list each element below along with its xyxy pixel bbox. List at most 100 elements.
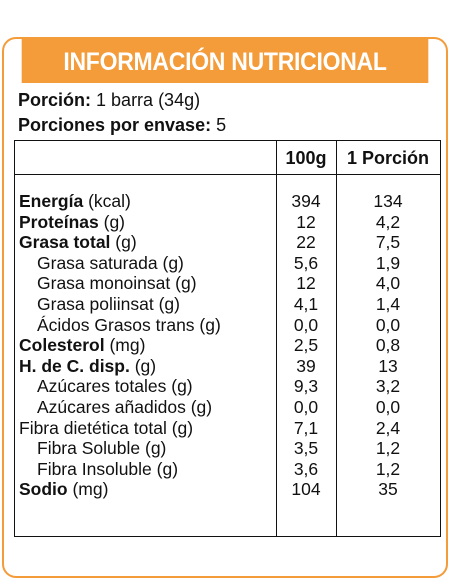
- table-row: Ácidos Grasos trans (g) 0,0 0,0: [15, 315, 440, 336]
- nutrient-label: Grasa saturada: [37, 252, 158, 273]
- servings-per-pack-value: 5: [216, 115, 227, 135]
- value-per-portion: 0,0: [375, 396, 401, 417]
- table-row: Fibra Soluble (g) 3,5 1,2: [15, 438, 440, 459]
- nutrient-name: Energía (kcal): [19, 191, 131, 212]
- table-row: Azúcares añadidos (g) 0,0 0,0: [15, 397, 440, 418]
- nutrient-name: H. de C. disp. (g): [19, 356, 156, 377]
- value-per-portion: 4,0: [375, 273, 401, 294]
- value-per-100g: 9,3: [293, 376, 319, 397]
- nutrient-name: Fibra Insoluble (g): [37, 459, 178, 480]
- nutrient-unit: (g): [157, 252, 184, 273]
- value-per-portion: 35: [378, 479, 398, 500]
- nutrient-unit: (g): [185, 396, 213, 417]
- nutrient-unit: (mg): [67, 479, 109, 500]
- nutrient-name: Sodio (mg): [19, 479, 108, 500]
- table-row: Grasa total (g) 22 7,5: [15, 232, 440, 253]
- nutrient-label: Energía: [19, 191, 84, 211]
- nutrient-unit: (g): [194, 314, 221, 335]
- column-divider: [336, 141, 337, 536]
- nutrient-label: Fibra Soluble: [37, 438, 141, 459]
- value-per-100g: 4,1: [293, 293, 319, 314]
- value-per-portion: 3,2: [375, 376, 401, 397]
- nutrient-unit: (kcal): [83, 191, 131, 211]
- nutrient-name: Grasa total (g): [19, 232, 137, 253]
- table-row: Proteínas (g) 12 4,2: [15, 212, 440, 233]
- nutrient-unit: (g): [140, 438, 167, 459]
- value-per-portion: 4,2: [375, 211, 401, 232]
- serving-size-value: 1 barra (34g): [96, 90, 201, 110]
- column-header-100g: 100g: [285, 148, 327, 168]
- nutrient-name: Grasa poliinsat (g): [37, 294, 180, 315]
- nutrient-unit: (g): [166, 417, 194, 438]
- table-row: Colesterol (mg) 2,5 0,8: [15, 335, 440, 356]
- nutrient-label: Colesterol: [19, 335, 105, 356]
- value-per-100g: 39: [296, 355, 316, 376]
- value-per-100g: 3,5: [293, 438, 319, 459]
- value-per-100g: 0,0: [293, 396, 319, 417]
- nutrient-name: Azúcares totales (g): [37, 376, 193, 397]
- nutrient-name: Proteínas (g): [19, 212, 125, 233]
- nutrient-name: Fibra dietética total (g): [19, 418, 193, 439]
- nutrient-unit: (g): [151, 458, 179, 479]
- nutrient-name: Azúcares añadidos (g): [37, 397, 212, 418]
- nutrition-label: INFORMACIÓN NUTRICIONAL Porción: 1 barra…: [2, 37, 448, 578]
- serving-size-label: Porción:: [18, 90, 92, 110]
- nutrient-rows: Energía (kcal) 394 134 Proteínas (g) 12 4,2 Gr…: [15, 191, 440, 500]
- nutrient-label: Sodio: [19, 479, 68, 500]
- nutrient-label: Fibra dietética total: [19, 417, 167, 438]
- value-per-100g: 104: [291, 479, 321, 500]
- nutrient-unit: (g): [98, 211, 125, 232]
- table-row: Grasa poliinsat (g) 4,1 1,4: [15, 294, 440, 315]
- value-per-portion: 2,4: [375, 417, 401, 438]
- value-per-portion: 134: [373, 191, 403, 211]
- column-divider: [276, 141, 277, 536]
- value-per-portion: 1,2: [375, 438, 401, 459]
- nutrient-name: Grasa saturada (g): [37, 253, 184, 274]
- nutrient-label: Proteínas: [19, 211, 99, 232]
- value-per-100g: 3,6: [293, 458, 319, 479]
- value-per-100g: 0,0: [293, 314, 319, 335]
- value-per-100g: 12: [296, 211, 316, 232]
- table-row: Grasa saturada (g) 5,6 1,9: [15, 253, 440, 274]
- nutrient-label: Grasa poliinsat: [37, 293, 154, 314]
- nutrient-label: Fibra Insoluble: [37, 458, 152, 479]
- nutrient-label: Grasa monoinsat: [37, 273, 171, 294]
- nutrient-unit: (g): [153, 293, 180, 314]
- value-per-100g: 22: [296, 232, 316, 253]
- nutrient-unit: (g): [110, 232, 137, 253]
- header-divider: [15, 174, 440, 175]
- nutrient-label: Grasa total: [19, 232, 111, 253]
- value-per-100g: 394: [291, 191, 321, 211]
- value-per-portion: 1,2: [375, 458, 401, 479]
- nutrient-label: Azúcares totales: [37, 376, 167, 397]
- serving-size-line: Porción: 1 barra (34g): [18, 89, 200, 111]
- value-per-portion: 1,4: [375, 293, 401, 314]
- value-per-100g: 7,1: [293, 417, 319, 438]
- nutrient-unit: (g): [166, 376, 193, 397]
- table-row: Energía (kcal) 394 134: [15, 191, 440, 212]
- servings-per-pack-line: Porciones por envase: 5: [18, 114, 226, 136]
- value-per-portion: 0,0: [375, 314, 401, 335]
- table-row: Azúcares totales (g) 9,3 3,2: [15, 376, 440, 397]
- nutrient-name: Ácidos Grasos trans (g): [37, 315, 221, 336]
- nutrient-label: Ácidos Grasos trans: [37, 314, 195, 335]
- nutrient-unit: (mg): [104, 335, 146, 356]
- value-per-portion: 13: [378, 355, 398, 376]
- value-per-portion: 1,9: [375, 252, 401, 273]
- nutrient-label: H. de C. disp.: [19, 355, 130, 376]
- column-header-portion: 1 Porción: [346, 148, 430, 168]
- value-per-100g: 12: [296, 273, 316, 294]
- value-per-100g: 2,5: [293, 335, 319, 356]
- table-row: H. de C. disp. (g) 39 13: [15, 356, 440, 377]
- nutrient-name: Grasa monoinsat (g): [37, 273, 197, 294]
- nutrient-unit: (g): [170, 273, 197, 294]
- servings-per-pack-label: Porciones por envase:: [18, 115, 212, 135]
- nutrition-table: 100g 1 Porción Energía (kcal) 394 134 Prote…: [14, 140, 441, 537]
- table-row: Fibra dietética total (g) 7,1 2,4: [15, 418, 440, 439]
- nutrient-name: Fibra Soluble (g): [37, 438, 166, 459]
- label-title: INFORMACIÓN NUTRICIONAL: [21, 39, 429, 83]
- table-row: Fibra Insoluble (g) 3,6 1,2: [15, 459, 440, 480]
- value-per-portion: 0,8: [375, 335, 401, 356]
- nutrient-unit: (g): [129, 355, 157, 376]
- table-row: Sodio (mg) 104 35: [15, 479, 440, 500]
